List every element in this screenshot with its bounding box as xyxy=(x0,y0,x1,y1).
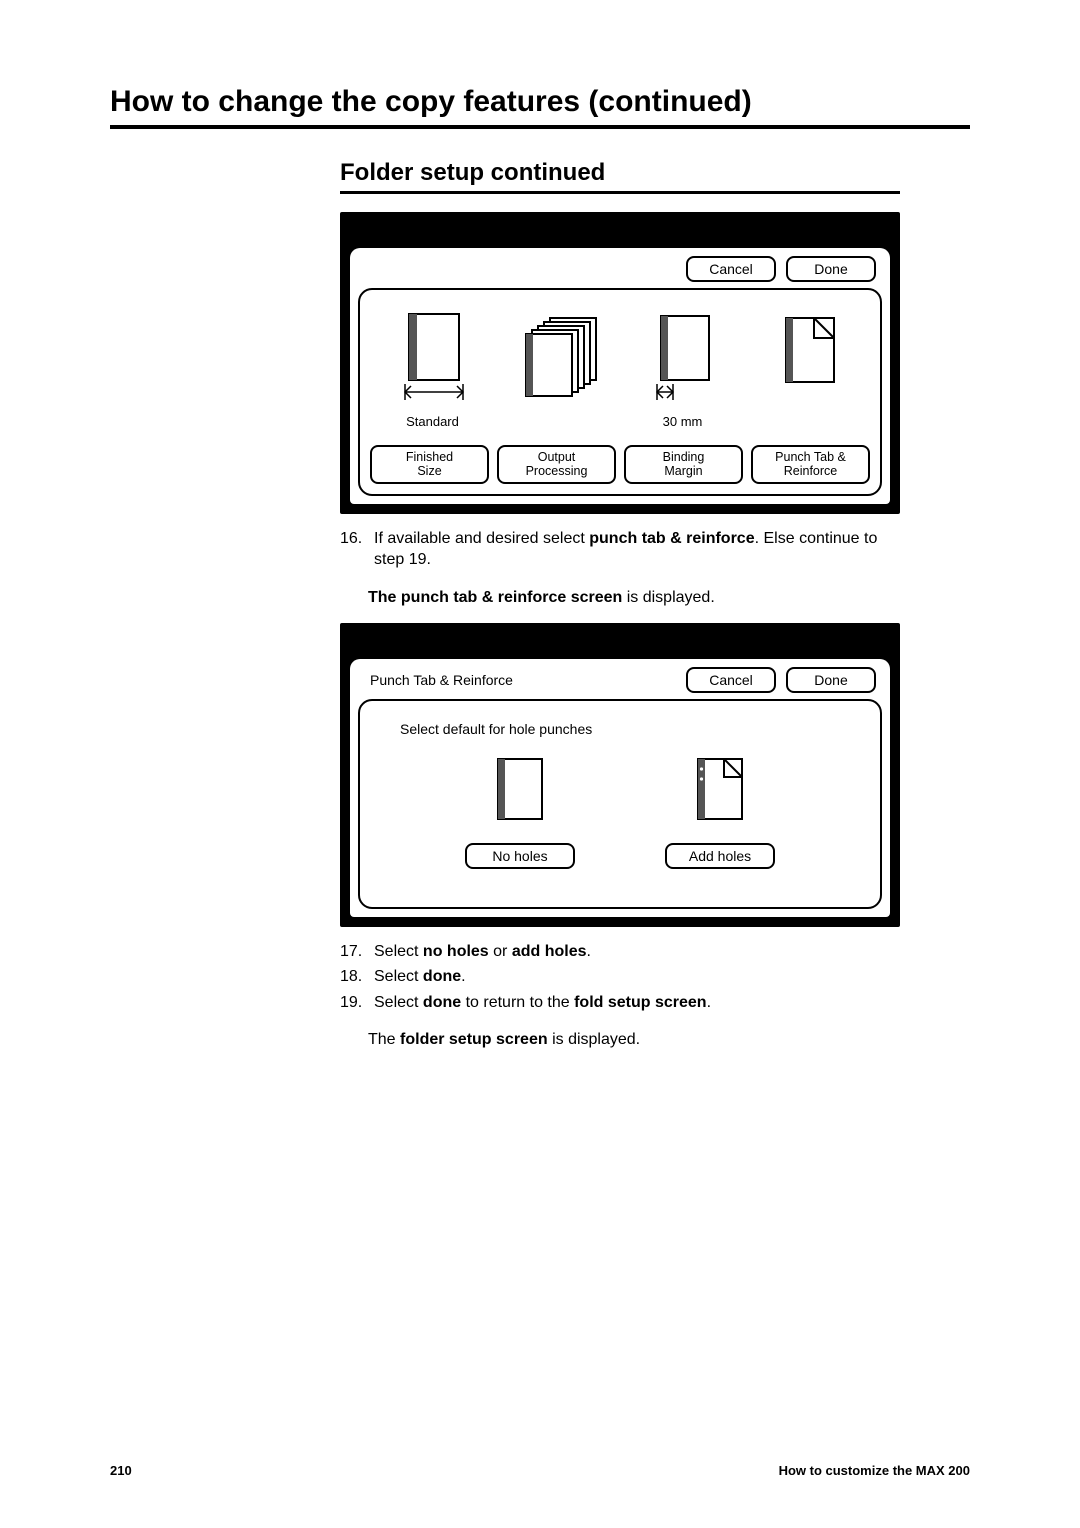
tab-finished-size[interactable]: Finished Size xyxy=(370,445,489,484)
option-icons-row: Standard xyxy=(370,304,870,437)
stack-icon xyxy=(508,308,608,408)
t: If available and desired select xyxy=(374,530,589,547)
cancel-button[interactable]: Cancel xyxy=(686,667,776,693)
step-text: Select done. xyxy=(374,966,466,988)
t: folder setup screen xyxy=(400,1031,548,1048)
tab-binding-margin[interactable]: Binding Margin xyxy=(624,445,743,484)
screenshot-folder-options: Cancel Done St xyxy=(340,212,900,514)
punch-panel: Select default for hole punches No holes xyxy=(358,699,882,909)
displayed-note-1: The punch tab & reinforce screen is disp… xyxy=(340,587,900,609)
t: Select xyxy=(374,968,423,985)
screenshot-punch-reinforce: Punch Tab & Reinforce Cancel Done Select… xyxy=(340,623,900,927)
finished-size-icon xyxy=(393,308,473,408)
step-19: 19. Select done to return to the fold se… xyxy=(340,992,900,1014)
t: is displayed. xyxy=(548,1031,641,1048)
t: . xyxy=(707,994,711,1011)
dialog-top-row-2: Punch Tab & Reinforce Cancel Done xyxy=(358,667,882,699)
step-16: 16. If available and desired select punc… xyxy=(340,528,900,571)
step-number: 19. xyxy=(340,992,368,1014)
tab-punch-reinforce[interactable]: Punch Tab & Reinforce xyxy=(751,445,870,484)
footer-section-title: How to customize the MAX 200 xyxy=(779,1463,970,1478)
steps-list-1: 16. If available and desired select punc… xyxy=(340,528,900,571)
punch-spacer xyxy=(806,414,810,429)
t: fold setup screen xyxy=(574,994,706,1011)
finished-size-col: Standard xyxy=(374,308,491,429)
output-spacer xyxy=(556,414,560,429)
dialog-title: Punch Tab & Reinforce xyxy=(364,672,676,688)
no-holes-button[interactable]: No holes xyxy=(465,843,575,869)
page-title: How to change the copy features (continu… xyxy=(110,85,970,129)
steps-list-2: 17. Select no holes or add holes. 18. Se… xyxy=(340,941,900,1014)
cancel-button[interactable]: Cancel xyxy=(686,256,776,282)
t: done xyxy=(423,994,461,1011)
no-holes-icon xyxy=(490,755,550,829)
done-button[interactable]: Done xyxy=(786,667,876,693)
t: no holes xyxy=(423,943,489,960)
tab-output-processing[interactable]: Output Processing xyxy=(497,445,616,484)
screen-inner-2: Punch Tab & Reinforce Cancel Done Select… xyxy=(350,659,890,917)
t: add holes xyxy=(512,943,587,960)
step-number: 18. xyxy=(340,966,368,988)
step-text: If available and desired select punch ta… xyxy=(374,528,900,571)
standard-label: Standard xyxy=(406,414,459,429)
option-row: No holes Add holes xyxy=(370,755,870,869)
step-number: 16. xyxy=(340,528,368,571)
t: The punch tab & reinforce screen xyxy=(368,589,622,606)
t: is displayed. xyxy=(622,589,715,606)
no-holes-option: No holes xyxy=(465,755,575,869)
done-button[interactable]: Done xyxy=(786,256,876,282)
step-18: 18. Select done. xyxy=(340,966,900,988)
subheading: Folder setup continued xyxy=(340,159,900,194)
t: done xyxy=(423,968,461,985)
punch-tab-col xyxy=(749,308,866,429)
displayed-note-2: The folder setup screen is displayed. xyxy=(340,1029,900,1051)
add-holes-icon xyxy=(690,755,750,829)
step-17: 17. Select no holes or add holes. xyxy=(340,941,900,963)
add-holes-option: Add holes xyxy=(665,755,775,869)
punch-reinforce-icon xyxy=(768,308,848,408)
t: Select xyxy=(374,994,423,1011)
output-processing-col xyxy=(499,308,616,429)
t: The xyxy=(368,1031,400,1048)
step-number: 17. xyxy=(340,941,368,963)
t: . xyxy=(461,968,465,985)
page-number: 210 xyxy=(110,1463,132,1478)
tab-row: Finished Size Output Processing Binding … xyxy=(370,445,870,484)
page-footer: 210 How to customize the MAX 200 xyxy=(110,1463,970,1478)
dialog-top-row: Cancel Done xyxy=(358,256,882,288)
t: . xyxy=(587,943,591,960)
content-column: Folder setup continued Cancel Done xyxy=(340,159,900,1051)
prompt-text: Select default for hole punches xyxy=(370,715,870,737)
binding-value-label: 30 mm xyxy=(663,414,703,429)
step-text: Select done to return to the fold setup … xyxy=(374,992,711,1014)
step-text: Select no holes or add holes. xyxy=(374,941,591,963)
add-holes-button[interactable]: Add holes xyxy=(665,843,775,869)
binding-margin-icon xyxy=(643,308,723,408)
t: to return to the xyxy=(461,994,574,1011)
screen-inner: Cancel Done St xyxy=(350,248,890,504)
t: Select xyxy=(374,943,423,960)
binding-margin-col: 30 mm xyxy=(624,308,741,429)
t: or xyxy=(489,943,512,960)
t: punch tab & reinforce xyxy=(589,530,754,547)
options-panel: Standard xyxy=(358,288,882,496)
